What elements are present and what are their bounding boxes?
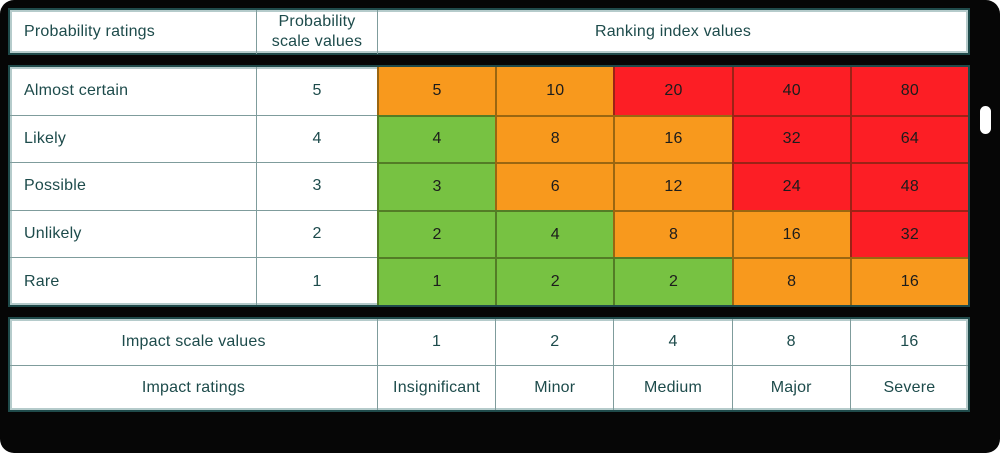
matrix-cell: 8	[613, 209, 732, 258]
impact-table: Impact scale values 1 2 4 8 16 Impact ra…	[8, 317, 970, 412]
impact-scale-values-label: Impact scale values	[121, 332, 266, 350]
matrix-cell: 10	[495, 67, 614, 115]
impact-scale-value: 16	[849, 319, 968, 365]
risk-matrix-table: Almost certain 5 5 10 20 40 80 Likely 4 …	[8, 65, 970, 307]
impact-scale-value: 4	[613, 319, 731, 365]
probability-scale-values-header: Probability scale values	[256, 10, 377, 54]
edge-highlight-blob	[980, 106, 991, 134]
impact-rating: Minor	[495, 364, 614, 410]
matrix-cell: 20	[613, 67, 732, 115]
matrix-cell: 16	[613, 114, 732, 163]
matrix-cell: 8	[495, 114, 614, 163]
probability-label: Likely	[10, 114, 256, 163]
probability-label: Possible	[10, 162, 256, 210]
matrix-cell: 2	[377, 209, 496, 258]
matrix-cell: 64	[849, 114, 968, 163]
impact-ratings-label: Impact ratings	[10, 364, 377, 411]
matrix-cell: 16	[731, 209, 850, 258]
probability-scale-value: 1	[256, 257, 377, 305]
probability-ratings-header: Probability ratings	[24, 23, 155, 40]
probability-scale-value: 4	[256, 114, 377, 163]
matrix-cell: 4	[495, 209, 614, 258]
probability-scale-value: 3	[256, 162, 377, 210]
probability-label: Unlikely	[10, 209, 256, 258]
probability-label: Rare	[10, 257, 256, 305]
matrix-cell: 16	[849, 257, 968, 305]
matrix-cell: 4	[377, 114, 496, 163]
matrix-cell: 3	[377, 162, 496, 210]
matrix-cell: 2	[495, 257, 614, 305]
impact-rating: Insignificant	[377, 364, 496, 410]
probability-label: Almost certain	[24, 81, 129, 99]
probability-scale-value: 5	[256, 67, 377, 115]
matrix-cell: 32	[849, 209, 968, 258]
probability-scale-value: 2	[256, 209, 377, 258]
matrix-cell: 40	[731, 67, 850, 115]
ranking-index-values-header: Ranking index values	[377, 10, 968, 54]
matrix-cell: 2	[613, 257, 732, 305]
matrix-cell: 1	[377, 257, 496, 305]
matrix-cell: 48	[849, 162, 968, 210]
matrix-cell: 32	[731, 114, 850, 163]
impact-rating: Severe	[849, 364, 968, 410]
header-table: Probability ratings Probability scale va…	[8, 8, 970, 55]
matrix-cell: 5	[377, 67, 496, 115]
impact-scale-value: 8	[731, 319, 850, 365]
matrix-cell: 6	[495, 162, 614, 210]
impact-rating: Major	[731, 364, 850, 410]
matrix-cell: 8	[731, 257, 850, 305]
impact-scale-value: 1	[377, 319, 495, 365]
matrix-cell: 24	[731, 162, 850, 210]
matrix-cell: 12	[613, 162, 732, 210]
impact-rating: Medium	[613, 364, 732, 410]
matrix-cell: 80	[849, 67, 968, 115]
impact-scale-value: 2	[495, 319, 613, 365]
